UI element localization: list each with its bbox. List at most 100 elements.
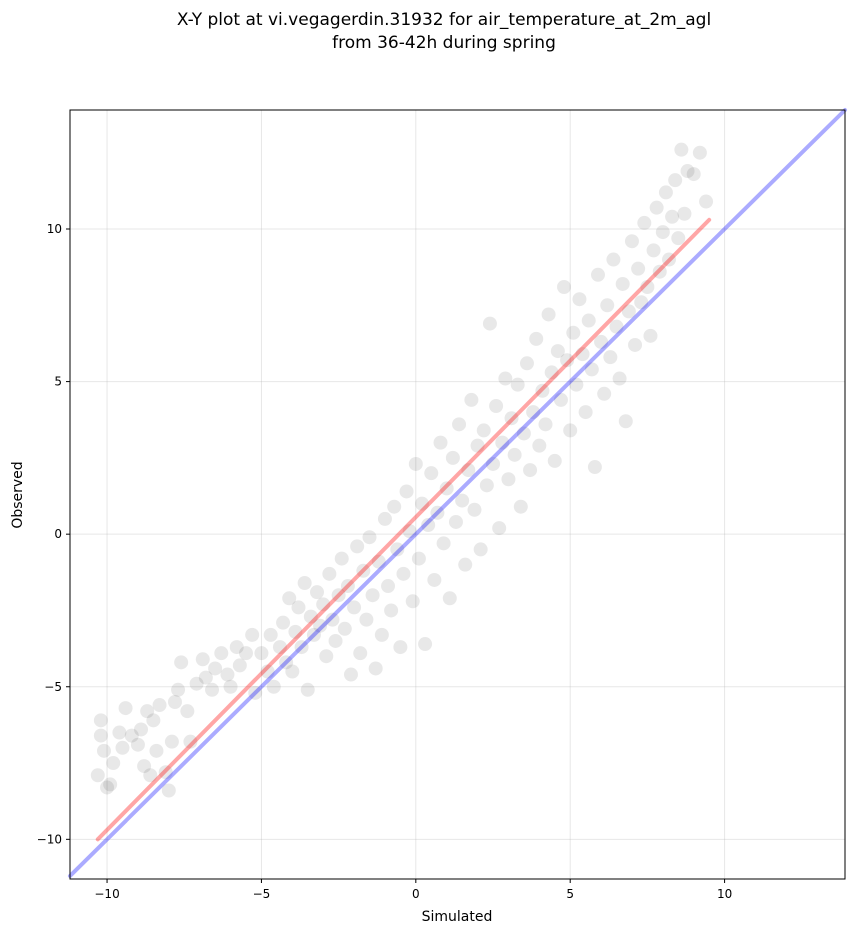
data-point	[124, 728, 139, 743]
data-point	[452, 417, 467, 432]
data-point	[103, 777, 118, 792]
x-axis: −10 −5 0 5 10	[94, 879, 732, 901]
data-point	[220, 667, 235, 682]
data-point	[544, 365, 559, 380]
chart-title-line-2: from 36-42h during spring	[332, 33, 556, 53]
fit-lines	[68, 108, 847, 878]
data-point	[374, 627, 389, 642]
data-point	[529, 331, 544, 346]
data-point	[288, 624, 303, 639]
data-point	[575, 347, 590, 362]
data-point	[421, 518, 436, 533]
data-point	[640, 279, 655, 294]
data-point	[658, 185, 673, 200]
data-point	[164, 734, 179, 749]
data-point	[547, 453, 562, 468]
identity-line	[68, 108, 847, 878]
data-point	[600, 298, 615, 313]
data-point	[634, 295, 649, 310]
data-point	[418, 637, 433, 652]
data-point	[594, 334, 609, 349]
data-point	[276, 615, 291, 630]
data-point	[408, 456, 423, 471]
data-point	[399, 484, 414, 499]
data-point	[479, 478, 494, 493]
data-point	[439, 481, 454, 496]
data-point	[615, 276, 630, 291]
y-tick-label: −10	[37, 832, 62, 846]
data-point	[538, 417, 553, 432]
data-point	[137, 759, 152, 774]
data-point	[143, 768, 158, 783]
data-point	[214, 646, 229, 661]
data-point	[510, 377, 525, 392]
data-point	[458, 557, 473, 572]
data-point	[359, 612, 374, 627]
data-point	[448, 514, 463, 529]
data-point	[492, 521, 507, 536]
data-point	[628, 337, 643, 352]
data-point	[161, 783, 176, 798]
data-point	[356, 563, 371, 578]
y-axis-label: Observed	[10, 461, 26, 528]
y-tick-label: 0	[54, 527, 62, 541]
data-point	[245, 627, 260, 642]
data-point	[482, 316, 497, 331]
data-point	[158, 765, 173, 780]
data-point	[282, 591, 297, 606]
data-point	[285, 664, 300, 679]
data-point	[393, 640, 408, 655]
data-point	[609, 319, 624, 334]
data-point	[205, 682, 220, 697]
data-point	[686, 167, 701, 182]
data-point	[152, 698, 167, 713]
data-point	[535, 383, 550, 398]
data-point	[430, 505, 445, 520]
data-point	[347, 600, 362, 615]
data-point	[637, 215, 652, 230]
data-point	[523, 463, 538, 478]
data-point	[198, 670, 213, 685]
data-point	[118, 701, 133, 716]
data-point	[368, 661, 383, 676]
data-point	[310, 585, 325, 600]
data-point	[507, 447, 522, 462]
data-point	[581, 313, 596, 328]
data-point	[671, 231, 686, 246]
data-point	[677, 206, 692, 221]
data-point	[427, 572, 442, 587]
data-point	[322, 566, 337, 581]
data-point	[618, 414, 633, 429]
data-point	[106, 756, 121, 771]
data-point	[553, 392, 568, 407]
data-point	[495, 435, 510, 450]
data-point	[590, 267, 605, 282]
x-axis-label: Simulated	[422, 909, 493, 925]
data-point	[557, 279, 572, 294]
data-point	[631, 261, 646, 276]
data-point	[232, 658, 247, 673]
data-point	[563, 423, 578, 438]
data-point	[560, 353, 575, 368]
data-point	[381, 579, 396, 594]
data-point	[489, 399, 504, 414]
data-point	[223, 679, 238, 694]
data-point	[350, 539, 365, 554]
data-point	[353, 646, 368, 661]
data-point	[134, 722, 149, 737]
data-point	[272, 640, 287, 655]
data-point	[587, 460, 602, 475]
data-point	[183, 734, 198, 749]
data-point	[300, 682, 315, 697]
data-points	[90, 142, 714, 798]
data-point	[149, 743, 164, 758]
data-point	[319, 649, 334, 664]
data-point	[668, 173, 683, 188]
data-point	[424, 466, 439, 481]
data-point	[662, 252, 677, 267]
x-tick-label: −10	[94, 887, 119, 901]
data-point	[473, 542, 488, 557]
x-tick-label: 10	[717, 887, 732, 901]
